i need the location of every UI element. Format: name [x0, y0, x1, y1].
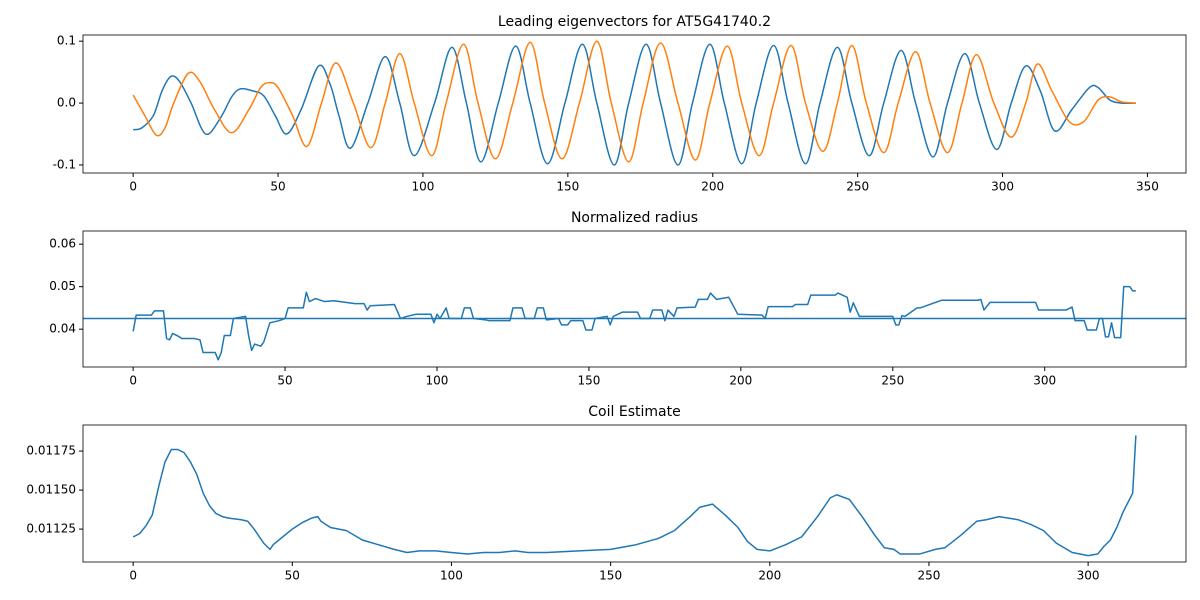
x-tick-label: 200 — [701, 180, 724, 194]
x-tick-label: 50 — [277, 374, 292, 388]
axes-frame — [82, 34, 1187, 174]
plot-area — [132, 40, 1136, 166]
x-tick-label: 250 — [881, 374, 904, 388]
series-line — [132, 40, 1136, 163]
x-tick-label: 150 — [577, 374, 600, 388]
x-tick-label: 250 — [917, 569, 940, 583]
x-tick-label: 200 — [758, 569, 781, 583]
x-tick-label: 0 — [129, 374, 137, 388]
y-tick-label: 0.1 — [57, 34, 76, 48]
x-tick-label: 150 — [556, 180, 579, 194]
plot-area — [83, 285, 1186, 361]
y-tick-label: 0.01175 — [26, 444, 76, 458]
y-tick-label: 0.0 — [57, 96, 76, 110]
series-line — [132, 43, 1136, 166]
y-tick-label: 0.01150 — [26, 483, 76, 497]
y-tick-label: 0.05 — [49, 279, 76, 293]
y-tick-label: 0.06 — [49, 237, 76, 251]
x-tick-label: 150 — [599, 569, 622, 583]
x-tick-label: 300 — [1077, 569, 1100, 583]
x-tick-label: 100 — [411, 180, 434, 194]
x-tick-label: 50 — [270, 180, 285, 194]
x-tick-label: 100 — [440, 569, 463, 583]
x-tick-label: 0 — [129, 569, 137, 583]
x-tick-label: 100 — [426, 374, 449, 388]
x-tick-label: 350 — [1136, 180, 1159, 194]
x-tick-label: 50 — [285, 569, 300, 583]
x-tick-label: 300 — [991, 180, 1014, 194]
series-line — [132, 285, 1136, 361]
chart-title: Normalized radius — [571, 210, 698, 226]
x-tick-label: 250 — [846, 180, 869, 194]
y-tick-label: 0.04 — [49, 322, 76, 336]
x-tick-label: 300 — [1033, 374, 1056, 388]
y-tick-label: -0.1 — [53, 157, 76, 171]
chart-title: Coil Estimate — [588, 404, 680, 420]
series-line — [132, 435, 1137, 557]
plot-area — [132, 435, 1137, 557]
x-tick-label: 0 — [129, 180, 137, 194]
y-tick-label: 0.01125 — [26, 522, 76, 536]
axes-frame — [82, 424, 1187, 563]
chart-title: Leading eigenvectors for AT5G41740.2 — [498, 14, 771, 30]
x-tick-label: 200 — [729, 374, 752, 388]
axes-frame — [82, 230, 1187, 368]
